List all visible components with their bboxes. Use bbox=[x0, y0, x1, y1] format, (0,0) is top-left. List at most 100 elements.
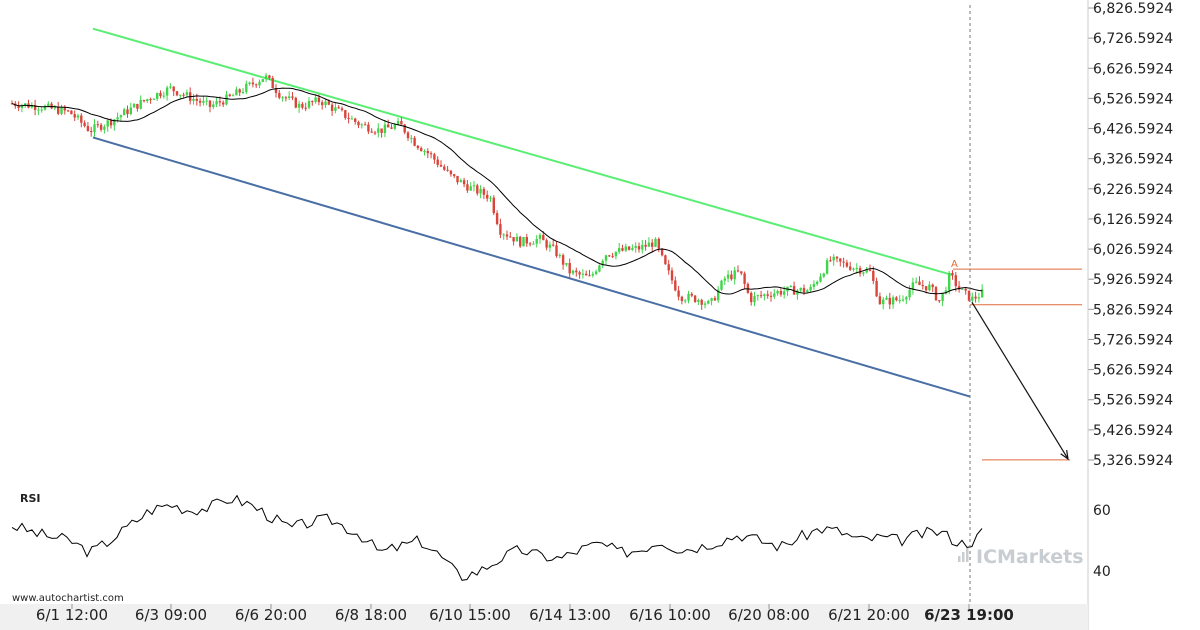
candle-body bbox=[208, 100, 212, 107]
candle-body bbox=[86, 126, 90, 132]
point-a-label: A bbox=[951, 259, 958, 270]
candle-body bbox=[123, 109, 126, 116]
candle-body bbox=[750, 292, 753, 303]
candle-body bbox=[314, 97, 317, 102]
candle-body bbox=[542, 234, 545, 241]
time-tick-label: 6/20 08:00 bbox=[728, 606, 810, 624]
candle-body bbox=[552, 244, 555, 246]
candle-body bbox=[670, 270, 674, 281]
rsi-tick-label: 60 bbox=[1093, 503, 1111, 519]
price-tick-label: 6,526.5924 bbox=[1093, 91, 1173, 107]
candle-body bbox=[829, 260, 832, 262]
candle-body bbox=[608, 255, 611, 257]
candle-body bbox=[307, 101, 311, 108]
candle-body bbox=[222, 102, 225, 105]
candle-body bbox=[429, 153, 433, 155]
candle-body bbox=[865, 269, 868, 273]
candle-body bbox=[977, 297, 981, 299]
candle-body bbox=[806, 290, 809, 293]
candle-body bbox=[624, 246, 627, 251]
candle-body bbox=[571, 270, 575, 274]
candle-body bbox=[872, 270, 875, 281]
price-tick-label: 6,026.5924 bbox=[1093, 242, 1173, 258]
candle-body bbox=[525, 236, 528, 244]
candle-body bbox=[159, 92, 162, 97]
candle-body bbox=[604, 255, 608, 261]
candle-body bbox=[169, 86, 172, 88]
candle-body bbox=[588, 275, 591, 277]
candle-body bbox=[611, 256, 614, 258]
time-tick-label: 6/21 20:00 bbox=[828, 606, 910, 624]
candle-body bbox=[479, 188, 482, 194]
time-tick-label: 6/16 10:00 bbox=[629, 606, 711, 624]
candle-body bbox=[172, 86, 175, 92]
candle-body bbox=[908, 289, 911, 298]
candle-body bbox=[380, 128, 383, 134]
candle-body bbox=[888, 297, 891, 305]
source-label: www.autochartist.com bbox=[12, 593, 124, 604]
candle-body bbox=[799, 287, 802, 291]
candle-body bbox=[103, 126, 106, 130]
time-tick-label: 6/3 09:00 bbox=[135, 606, 207, 624]
candle-body bbox=[766, 294, 769, 296]
candle-body bbox=[90, 131, 93, 133]
candle-body bbox=[403, 124, 406, 133]
candle-body bbox=[268, 75, 271, 78]
candle-body bbox=[723, 278, 726, 281]
candle-body bbox=[113, 119, 116, 126]
candlesticks bbox=[10, 72, 984, 310]
candle-body bbox=[413, 137, 416, 146]
candle-body bbox=[476, 185, 479, 194]
candle-body bbox=[776, 290, 779, 294]
price-channel bbox=[92, 27, 971, 398]
candle-body bbox=[192, 98, 195, 101]
price-tick-label: 5,426.5924 bbox=[1093, 423, 1173, 439]
price-tick-label: 5,926.5924 bbox=[1093, 272, 1173, 288]
candle-body bbox=[938, 300, 941, 302]
candle-body bbox=[17, 106, 20, 108]
candle-body bbox=[901, 299, 905, 301]
candle-body bbox=[812, 283, 816, 287]
candle-body bbox=[60, 107, 63, 114]
candle-body bbox=[690, 293, 693, 296]
forecast-arrow bbox=[971, 301, 1069, 461]
candle-body bbox=[406, 132, 410, 139]
forecast-arrow-head bbox=[1060, 449, 1069, 461]
candle-body bbox=[614, 251, 618, 257]
candle-body bbox=[967, 290, 971, 301]
candle-body bbox=[383, 124, 387, 134]
candle-body bbox=[264, 75, 268, 80]
candle-body bbox=[779, 290, 783, 295]
candle-body bbox=[238, 89, 241, 93]
candle-body bbox=[462, 180, 466, 185]
candle-body bbox=[726, 274, 730, 279]
candle-body bbox=[581, 273, 585, 275]
candle-body bbox=[717, 289, 720, 301]
candle-body bbox=[921, 285, 924, 287]
candle-body bbox=[964, 288, 967, 291]
candle-body bbox=[944, 290, 948, 294]
candle-body bbox=[895, 297, 898, 301]
candle-body bbox=[858, 268, 862, 274]
candle-body bbox=[354, 118, 357, 122]
candle-body bbox=[136, 103, 139, 109]
candle-body bbox=[80, 115, 83, 123]
candle-body bbox=[657, 238, 660, 249]
candle-body bbox=[284, 97, 288, 99]
candle-body bbox=[261, 79, 264, 82]
candle-body bbox=[918, 281, 921, 286]
time-tick-label: 6/8 18:00 bbox=[335, 606, 407, 624]
candle-body bbox=[974, 296, 977, 299]
candle-body bbox=[426, 150, 429, 154]
candle-body bbox=[515, 236, 519, 242]
candle-body bbox=[472, 185, 476, 187]
candle-body bbox=[736, 270, 740, 272]
candle-body bbox=[370, 131, 373, 133]
candle-body bbox=[852, 268, 855, 270]
candle-body bbox=[713, 298, 717, 301]
candle-body bbox=[347, 117, 350, 120]
candle-body bbox=[274, 88, 278, 93]
candle-body bbox=[532, 243, 535, 245]
candle-body bbox=[753, 296, 756, 303]
candle-body bbox=[730, 274, 733, 280]
